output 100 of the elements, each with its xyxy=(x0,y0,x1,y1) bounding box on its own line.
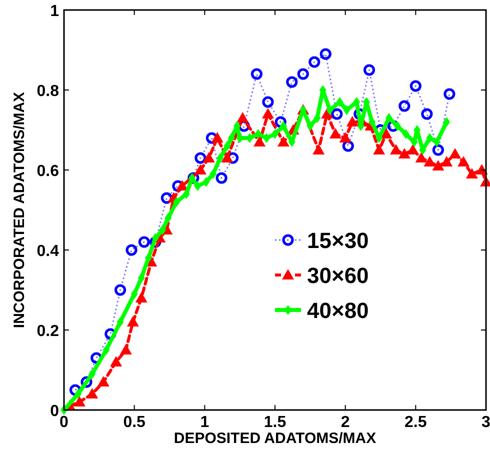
point xyxy=(466,168,478,178)
point xyxy=(160,192,172,204)
point xyxy=(329,128,342,138)
point xyxy=(182,189,190,199)
point xyxy=(216,172,228,184)
point xyxy=(173,197,180,207)
point xyxy=(457,156,470,166)
point xyxy=(102,345,110,355)
point xyxy=(211,132,224,142)
point xyxy=(262,96,274,108)
point xyxy=(73,396,86,406)
point xyxy=(277,136,290,146)
x-tick-label: 2 xyxy=(340,414,350,431)
point xyxy=(398,100,410,112)
point xyxy=(433,137,440,147)
point xyxy=(110,356,122,366)
y-tick-label: 0 xyxy=(50,403,60,420)
point xyxy=(194,164,206,174)
y-tick-label: 0.2 xyxy=(36,323,60,340)
point xyxy=(426,133,434,143)
point xyxy=(250,68,263,80)
point xyxy=(424,156,436,166)
point xyxy=(363,64,376,76)
point xyxy=(224,141,231,151)
point xyxy=(138,236,150,248)
point xyxy=(444,88,456,100)
point xyxy=(135,292,148,302)
point xyxy=(286,76,298,88)
point xyxy=(236,112,249,122)
point xyxy=(280,121,287,131)
point xyxy=(394,121,401,131)
point xyxy=(331,108,343,120)
point xyxy=(216,153,224,163)
point xyxy=(152,233,159,243)
point xyxy=(236,133,244,143)
legend-label: 30×60 xyxy=(307,263,369,288)
point xyxy=(343,105,350,115)
point xyxy=(385,113,392,123)
point xyxy=(188,173,196,183)
point xyxy=(440,156,453,166)
point xyxy=(339,132,352,142)
point xyxy=(246,133,254,143)
point xyxy=(114,284,126,296)
point xyxy=(410,80,422,92)
point xyxy=(406,144,419,154)
point xyxy=(336,97,344,107)
point xyxy=(342,140,354,152)
point xyxy=(443,117,450,127)
point xyxy=(206,132,218,144)
point xyxy=(346,116,358,126)
y-tick-label: 0.8 xyxy=(36,83,60,100)
point xyxy=(272,129,278,139)
point xyxy=(202,177,210,187)
point xyxy=(210,169,217,179)
legend-label: 15×30 xyxy=(307,228,369,253)
point xyxy=(326,105,334,115)
x-tick-label: 0.5 xyxy=(123,414,146,431)
point xyxy=(263,133,270,143)
point xyxy=(314,113,321,123)
x-tick-label: 1.5 xyxy=(264,414,286,431)
point xyxy=(97,376,110,386)
point xyxy=(274,116,286,128)
point xyxy=(373,144,386,154)
point xyxy=(194,181,202,191)
point xyxy=(476,164,488,174)
y-tick-label: 1 xyxy=(50,3,60,20)
point xyxy=(194,152,206,164)
point xyxy=(320,48,332,60)
point xyxy=(126,316,139,326)
y-tick-label: 0.6 xyxy=(36,163,60,180)
point xyxy=(202,152,215,162)
point xyxy=(432,160,444,170)
point xyxy=(308,56,320,68)
point xyxy=(402,129,410,139)
y-axis-title: INCORPORATED ADATOMS/MAX xyxy=(11,92,28,328)
point xyxy=(376,133,383,143)
point xyxy=(254,136,266,146)
point xyxy=(158,225,166,235)
point xyxy=(144,253,152,263)
point xyxy=(116,317,124,327)
point xyxy=(88,369,96,379)
point xyxy=(306,121,314,131)
point xyxy=(126,244,138,256)
point xyxy=(74,389,82,399)
point xyxy=(86,388,98,398)
point xyxy=(120,344,132,354)
x-tick-label: 1 xyxy=(200,414,210,431)
point xyxy=(228,133,235,143)
point xyxy=(415,152,428,162)
x-tick-label: 3 xyxy=(482,414,490,431)
point xyxy=(390,144,402,154)
point xyxy=(221,152,234,162)
point xyxy=(130,289,138,299)
point xyxy=(312,144,325,154)
point xyxy=(138,273,145,283)
y-tick-label: 0.4 xyxy=(36,243,60,260)
x-axis-title: DEPOSITED ADATOMS/MAX xyxy=(174,430,376,447)
point xyxy=(421,108,433,120)
point xyxy=(432,144,444,156)
point xyxy=(164,213,172,223)
